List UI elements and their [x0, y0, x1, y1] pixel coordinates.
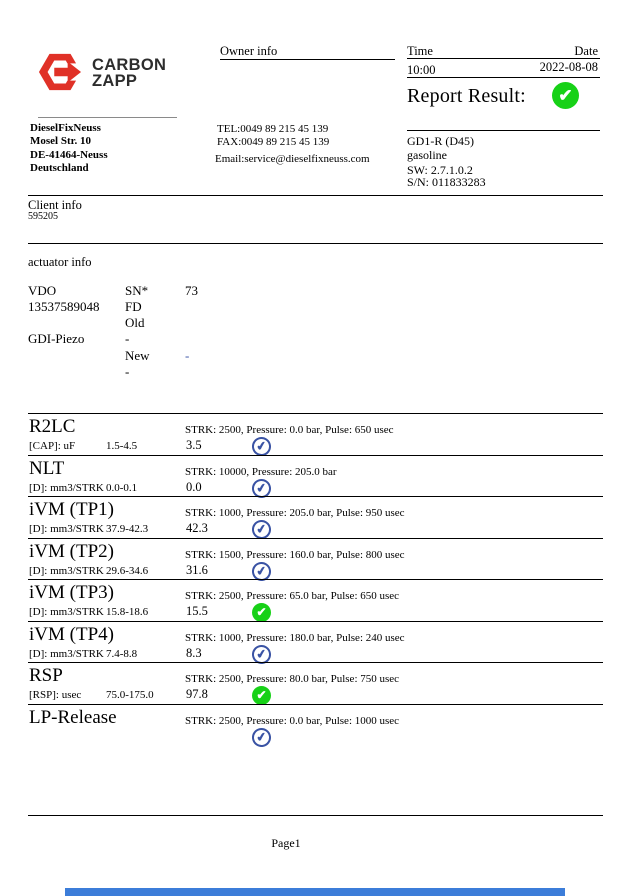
- time-value: 10:00: [407, 63, 436, 77]
- test-name: iVM (TP4): [29, 624, 114, 645]
- owner-tel: TEL:0049 89 215 45 139: [217, 123, 329, 135]
- time-date-underline: [407, 58, 600, 59]
- test-row-nlt: NLT STRK: 10000, Pressure: 205.0 bar [D]…: [28, 455, 603, 500]
- test-conditions: STRK: 2500, Pressure: 0.0 bar, Pulse: 10…: [185, 715, 400, 727]
- test-name: R2LC: [29, 416, 76, 437]
- test-range: 0.0-0.1: [106, 482, 138, 494]
- owner-info-label: Owner info: [220, 44, 278, 58]
- test-row-rsp: RSP STRK: 2500, Pressure: 80.0 bar, Puls…: [28, 662, 603, 705]
- test-row-r2lc: R2LC STRK: 2500, Pressure: 0.0 bar, Puls…: [28, 413, 603, 458]
- actuator-sn-value: 73: [185, 283, 198, 298]
- owner-fax: FAX:0049 89 215 45 139: [217, 136, 330, 148]
- address-line4: Deutschland: [30, 162, 89, 175]
- report-result-check-icon: [552, 82, 579, 109]
- device-separator-line: [407, 130, 600, 131]
- client-info-value: 595205: [28, 211, 58, 222]
- logo-line1: CARBON: [92, 56, 167, 74]
- test-range: 37.9-42.3: [106, 523, 149, 535]
- test-value: 15.5: [186, 604, 208, 618]
- time-underline: [407, 77, 600, 78]
- carbon-zapp-logo-icon: [38, 53, 82, 91]
- carbon-zapp-logo-text: CARBON ZAPP: [92, 56, 167, 90]
- test-unit: [D]: mm3/STRK: [29, 482, 104, 494]
- actuator-part-number: 13537589048: [28, 299, 100, 314]
- client-info-label: Client info: [28, 198, 82, 212]
- device-serial-number: S/N: 011833283: [407, 175, 486, 189]
- device-model: GD1-R (D45): [407, 134, 474, 148]
- actuator-new-dash: -: [125, 364, 130, 379]
- actuator-old-value: -: [125, 331, 130, 346]
- footer-line: [28, 815, 603, 816]
- test-unit: [D]: mm3/STRK: [29, 523, 104, 535]
- actuator-old-label: Old: [125, 315, 145, 330]
- test-status-check-icon: [252, 603, 271, 622]
- page-number: Page1: [271, 836, 301, 850]
- test-value: 0.0: [186, 480, 202, 494]
- test-range: 1.5-4.5: [106, 440, 138, 452]
- test-conditions: STRK: 1500, Pressure: 160.0 bar, Pulse: …: [185, 549, 405, 561]
- test-unit: [RSP]: usec: [29, 689, 82, 701]
- test-range: 75.0-175.0: [106, 689, 154, 701]
- report-result-label: Report Result:: [407, 85, 526, 107]
- actuator-sn-label: SN*: [125, 283, 149, 298]
- test-conditions: STRK: 2500, Pressure: 80.0 bar, Pulse: 7…: [185, 673, 400, 685]
- test-value: 97.8: [186, 687, 208, 701]
- test-row-ivm-tp4: iVM (TP4) STRK: 1000, Pressure: 180.0 ba…: [28, 621, 603, 666]
- test-row-ivm-tp2: iVM (TP2) STRK: 1500, Pressure: 160.0 ba…: [28, 538, 603, 583]
- device-fuel: gasoline: [407, 148, 447, 162]
- client-section-top-line: [28, 195, 603, 196]
- actuator-fd-label: FD: [125, 299, 142, 314]
- test-conditions: STRK: 1000, Pressure: 180.0 bar, Pulse: …: [185, 632, 405, 644]
- device-software-version: SW: 2.7.1.0.2: [407, 163, 473, 177]
- test-name: LP-Release: [29, 707, 117, 728]
- test-unit: [D]: mm3/STRK: [29, 565, 104, 577]
- date-value: 2022-08-08: [539, 60, 598, 74]
- test-unit: [CAP]: uF: [29, 440, 76, 452]
- test-range: 29.6-34.6: [106, 565, 149, 577]
- date-label: Date: [574, 44, 598, 58]
- address-separator-line: [38, 117, 177, 118]
- test-value: 3.5: [186, 438, 202, 452]
- test-status-check-icon: [250, 726, 273, 749]
- address-line2: Mosel Str. 10: [30, 135, 92, 148]
- test-unit: [D]: mm3/STRK: [29, 606, 104, 618]
- carbon-zapp-logo: [38, 52, 84, 92]
- address-line1: DieselFixNeuss: [30, 122, 101, 134]
- test-conditions: STRK: 10000, Pressure: 205.0 bar: [185, 466, 337, 478]
- actuator-type: GDI-Piezo: [28, 331, 85, 346]
- test-conditions: STRK: 2500, Pressure: 65.0 bar, Pulse: 6…: [185, 590, 400, 602]
- actuator-info-label: actuator info: [28, 255, 92, 269]
- test-conditions: STRK: 1000, Pressure: 205.0 bar, Pulse: …: [185, 507, 405, 519]
- actuator-new-value: -: [185, 348, 190, 363]
- actuator-section-top-line: [28, 243, 603, 244]
- test-name: NLT: [29, 458, 65, 479]
- owner-address: DieselFixNeuss Mosel Str. 10 DE-41464-Ne…: [30, 122, 108, 176]
- test-name: iVM (TP2): [29, 541, 114, 562]
- test-name: iVM (TP3): [29, 582, 114, 603]
- address-line3: DE-41464-Neuss: [30, 148, 108, 161]
- test-row-ivm-tp3: iVM (TP3) STRK: 2500, Pressure: 65.0 bar…: [28, 579, 603, 622]
- actuator-new-label: New: [125, 348, 150, 363]
- owner-info-underline: [220, 59, 395, 60]
- owner-email: Email:service@dieselfixneuss.com: [215, 153, 370, 165]
- logo-line2: ZAPP: [92, 72, 138, 90]
- test-row-ivm-tp1: iVM (TP1) STRK: 1000, Pressure: 205.0 ba…: [28, 496, 603, 541]
- test-status-check-icon: [252, 686, 271, 705]
- bottom-scroll-bar[interactable]: [65, 888, 565, 896]
- test-value: 31.6: [186, 563, 208, 577]
- test-range: 15.8-18.6: [106, 606, 149, 618]
- test-name: iVM (TP1): [29, 499, 114, 520]
- actuator-brand: VDO: [28, 283, 57, 298]
- test-range: 7.4-8.8: [106, 648, 138, 660]
- time-label: Time: [407, 44, 433, 58]
- test-row-lp-release: LP-Release STRK: 2500, Pressure: 0.0 bar…: [28, 704, 603, 749]
- test-unit: [D]: mm3/STRK: [29, 648, 104, 660]
- test-value: 42.3: [186, 521, 208, 535]
- test-conditions: STRK: 2500, Pressure: 0.0 bar, Pulse: 65…: [185, 424, 394, 436]
- test-name: RSP: [29, 665, 63, 686]
- test-value: 8.3: [186, 646, 202, 660]
